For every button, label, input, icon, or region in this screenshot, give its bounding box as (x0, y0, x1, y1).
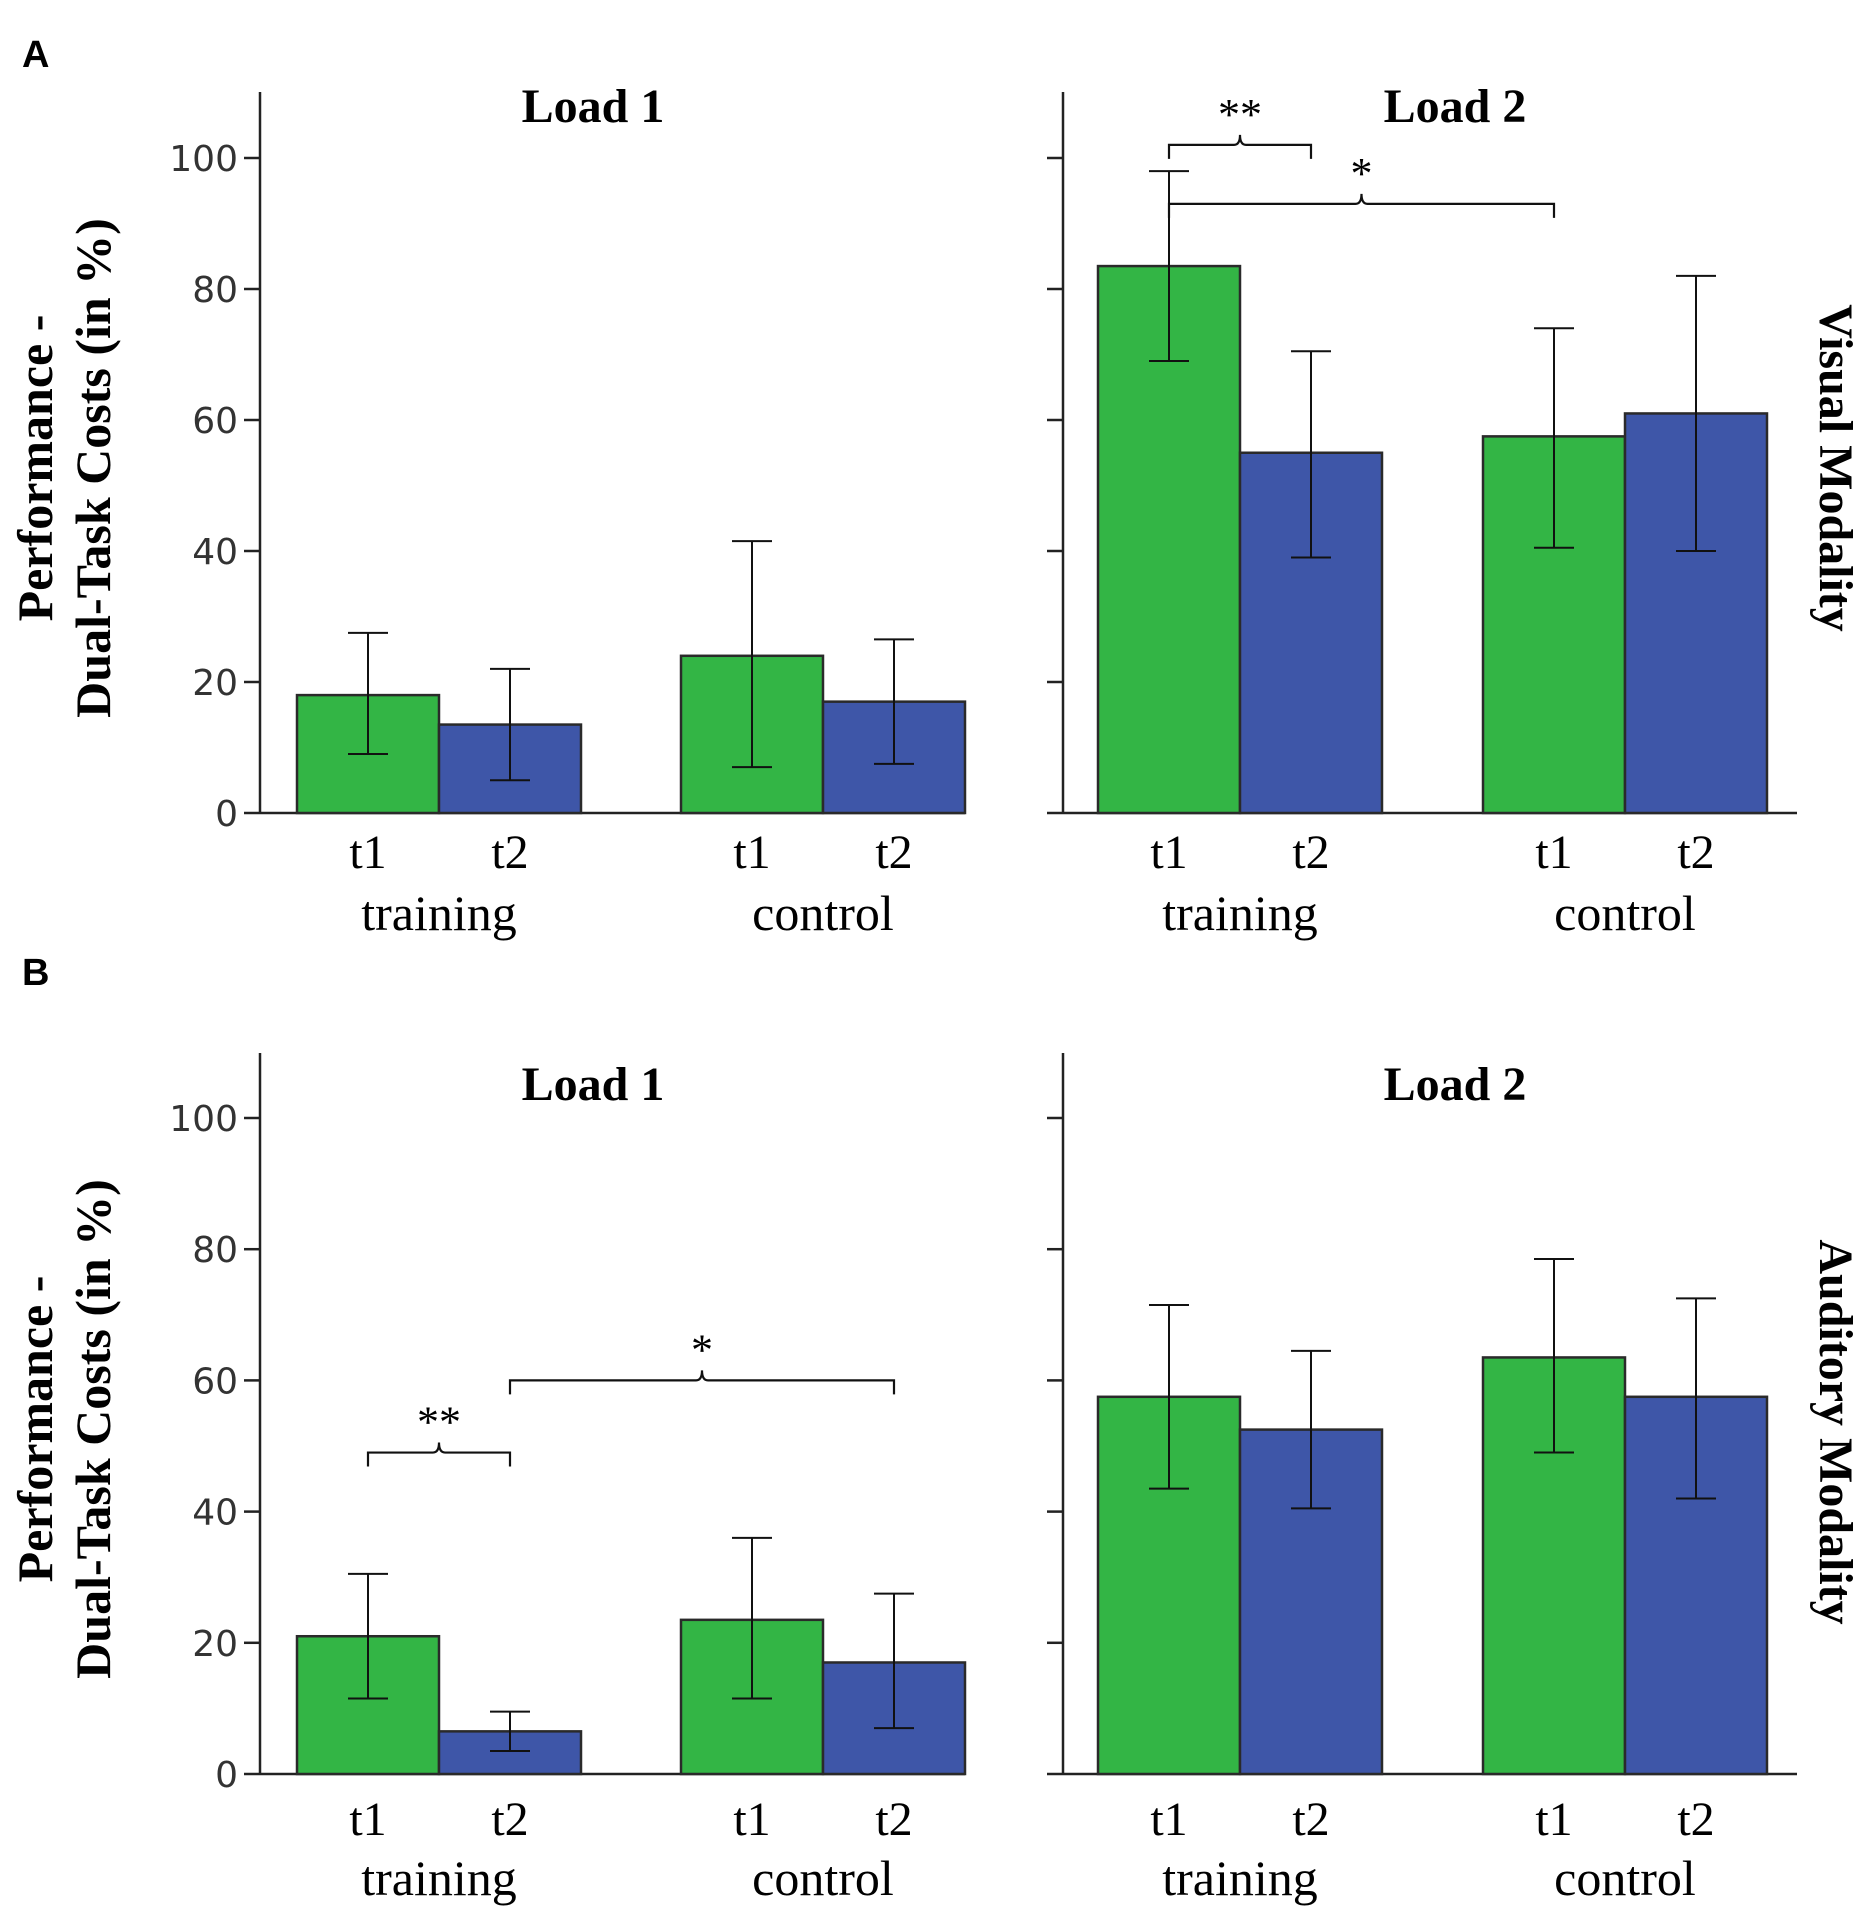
y-tick-label: 0 (215, 794, 238, 835)
significance-bracket (508, 1370, 896, 1395)
y-axis-label-line1: Performance - (7, 1276, 63, 1583)
x-category-label: t2 (875, 826, 912, 879)
x-group-label: control (752, 1850, 894, 1906)
y-tick-label: 40 (192, 532, 238, 573)
y-tick-label: 20 (192, 663, 238, 704)
modality-label: Visual Modality (1809, 304, 1862, 632)
x-category-label: t1 (1535, 1793, 1572, 1846)
panel-title: Load 2 (1384, 80, 1527, 133)
y-tick-label: 20 (192, 1624, 238, 1665)
significance-label: * (1351, 149, 1373, 198)
x-group-label: training (361, 885, 517, 941)
x-group-label: control (752, 885, 894, 941)
x-category-label: t2 (875, 1793, 912, 1846)
x-category-label: t1 (1150, 1793, 1187, 1846)
modality-label: Auditory Modality (1809, 1239, 1862, 1624)
panel-letter: A (22, 34, 49, 76)
y-tick-label: 0 (215, 1755, 238, 1796)
x-category-label: t2 (491, 1793, 528, 1846)
panel-title: Load 2 (1384, 1058, 1527, 1111)
y-tick-label: 60 (192, 401, 238, 442)
x-category-label: t1 (349, 826, 386, 879)
x-group-label: training (361, 1850, 517, 1906)
x-group-label: training (1162, 1850, 1318, 1906)
x-group-label: control (1554, 885, 1696, 941)
y-axis-label-line2: Dual-Task Costs (in %) (65, 1179, 121, 1679)
x-category-label: t1 (733, 1793, 770, 1846)
y-tick-label: 80 (192, 270, 238, 311)
x-category-label: t2 (1292, 826, 1329, 879)
x-category-label: t2 (1292, 1793, 1329, 1846)
x-category-label: t1 (349, 1793, 386, 1846)
significance-bracket (1167, 193, 1556, 218)
significance-label: ** (417, 1398, 461, 1447)
y-tick-label: 80 (192, 1230, 238, 1271)
panel-letter: B (22, 952, 49, 994)
x-category-label: t1 (733, 826, 770, 879)
panel-title: Load 1 (522, 1058, 665, 1111)
y-tick-label: 60 (192, 1361, 238, 1402)
x-group-label: training (1162, 885, 1318, 941)
x-group-label: control (1554, 1850, 1696, 1906)
x-category-label: t2 (491, 826, 528, 879)
y-tick-label: 40 (192, 1493, 238, 1534)
significance-bracket (366, 1442, 512, 1467)
y-axis-label-line1: Performance - (7, 315, 63, 622)
significance-bracket (1167, 134, 1313, 159)
significance-label: ** (1218, 90, 1262, 139)
x-category-label: t2 (1677, 1793, 1714, 1846)
y-tick-label: 100 (169, 139, 238, 180)
x-category-label: t1 (1150, 826, 1187, 879)
x-category-label: t1 (1535, 826, 1572, 879)
x-category-label: t2 (1677, 826, 1714, 879)
significance-label: * (691, 1325, 713, 1374)
y-tick-label: 100 (169, 1099, 238, 1140)
y-axis-label-line2: Dual-Task Costs (in %) (65, 218, 121, 718)
panel-title: Load 1 (522, 80, 665, 133)
